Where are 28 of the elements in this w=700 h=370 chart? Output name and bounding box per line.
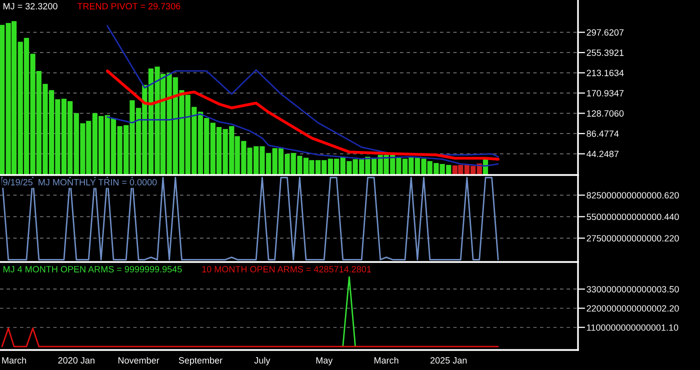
y-tick-label: 825000000000000.620: [586, 192, 679, 199]
y-tick-label: 3300000000000003.50: [586, 286, 679, 292]
y-tick-label: 1100000000000001.10: [587, 324, 678, 331]
y-tick-label: 255.3921: [586, 50, 624, 56]
line-series: [106, 70, 500, 161]
x-tick-label: March: [2, 356, 26, 364]
x-tick-label: May: [316, 357, 333, 366]
text: MJ 4 MONTH OPEN ARMS = 9999999.9545: [4, 266, 182, 272]
y-tick-label: 2200000000000002.20: [586, 305, 679, 312]
y-tick-label: 170.9347: [587, 90, 624, 96]
y-tick-label: 275000000000000.220: [586, 235, 679, 242]
x-tick-label: November: [118, 356, 160, 364]
line-series: [106, 113, 499, 167]
x-tick-label: July: [254, 356, 270, 366]
x-tick-label: 2020 Jan: [58, 357, 94, 364]
y-tick-label: 297.6207: [586, 29, 624, 36]
x-tick-label: September: [178, 356, 222, 366]
x-tick-label: 2025 Jan: [430, 357, 467, 364]
series-label: MJ = 32.3200: [4, 3, 58, 10]
y-tick-label: 44.2487: [586, 150, 619, 158]
series-label: 9/19/25 MJ MONTHLY TRIN = 0.0000: [3, 178, 157, 186]
y-tick-label: 213.1634: [586, 70, 624, 76]
text: 10 MONTH OPEN ARMS = 4285714.2801: [202, 266, 372, 272]
y-tick-label: 550000000000000.440: [586, 214, 679, 220]
x-tick-label: March: [374, 356, 398, 364]
y-tick-label: 86.4774: [586, 130, 619, 137]
y-tick-label: 128.7060: [587, 110, 624, 117]
text: TREND PIVOT = 29.7306: [77, 3, 180, 10]
